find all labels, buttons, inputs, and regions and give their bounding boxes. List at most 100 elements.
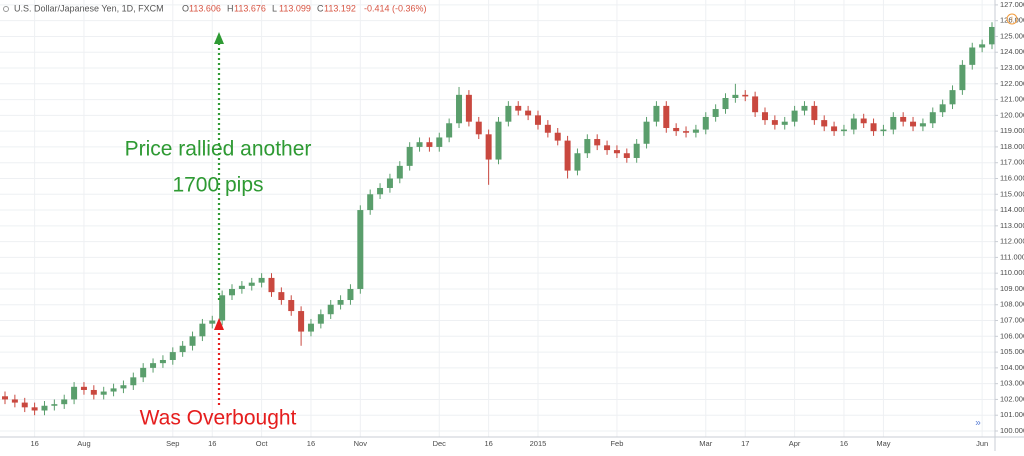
candle-body xyxy=(544,124,551,133)
candle-body xyxy=(446,123,453,138)
y-tick-label: 122.000 xyxy=(1000,79,1024,88)
candle-body xyxy=(150,363,157,368)
candle-body xyxy=(2,396,8,400)
ohlc-label: L xyxy=(272,3,277,13)
candle-body xyxy=(456,94,463,124)
x-tick-label: Aug xyxy=(77,439,90,448)
candle-body xyxy=(890,116,897,130)
candle-body xyxy=(613,150,620,154)
candle-body xyxy=(21,402,28,408)
candle-body xyxy=(554,132,561,141)
y-tick-label: 123.000 xyxy=(1000,63,1024,72)
candle-body xyxy=(80,386,87,390)
y-tick-label: 127.000 xyxy=(1000,0,1024,9)
candle-body xyxy=(367,194,374,211)
y-tick-label: 126.000 xyxy=(1000,16,1024,25)
y-tick-label: 118.000 xyxy=(1000,142,1024,151)
y-tick-label: 109.000 xyxy=(1000,284,1024,293)
y-tick-label: 117.000 xyxy=(1000,158,1024,167)
candle-body xyxy=(525,110,532,116)
candle-body xyxy=(791,110,798,122)
ohlc-label: O xyxy=(182,3,189,13)
candle-body xyxy=(821,120,828,127)
ohlc-label: H xyxy=(227,3,234,13)
legend-header: U.S. Dollar/Japanese Yen, 1D, FXCM O 113.… xyxy=(3,3,427,13)
y-tick-label: 110.000 xyxy=(1000,268,1024,277)
candle-body xyxy=(910,121,917,127)
y-tick-label: 114.000 xyxy=(1000,205,1024,214)
candle-body xyxy=(643,121,650,144)
candle-body xyxy=(100,391,107,395)
y-tick-label: 101.000 xyxy=(1000,410,1024,419)
candle-body xyxy=(357,210,364,289)
candle-body xyxy=(327,304,334,315)
y-tick-label: 103.000 xyxy=(1000,379,1024,388)
candle-body xyxy=(564,140,571,171)
symbol-title: U.S. Dollar/Japanese Yen, 1D, FXCM xyxy=(14,3,164,13)
candle-body xyxy=(880,129,887,132)
y-tick-label: 106.000 xyxy=(1000,331,1024,340)
candle-body xyxy=(61,399,68,405)
candle-body xyxy=(505,105,512,122)
x-tick-label: Apr xyxy=(789,439,801,448)
candle-body xyxy=(159,359,166,364)
candle-body xyxy=(258,277,265,283)
candle-body xyxy=(51,404,58,406)
candle-body xyxy=(742,94,749,97)
rally-arrowhead xyxy=(214,32,224,44)
candle-body xyxy=(248,282,255,286)
x-tick-label: Sep xyxy=(166,439,179,448)
annotations: Price rallied another 1700 pips Was Overbo… xyxy=(125,138,312,430)
candle-body xyxy=(979,44,986,48)
candle-body xyxy=(465,94,472,122)
x-tick-label: 16 xyxy=(484,439,492,448)
candle-body xyxy=(347,288,354,301)
candle-body xyxy=(594,139,601,146)
candle-body xyxy=(831,126,838,132)
candle-body xyxy=(702,116,709,130)
candle-body xyxy=(396,165,403,179)
candle-body xyxy=(426,142,433,147)
candle-body xyxy=(110,388,117,392)
y-tick-label: 115.000 xyxy=(1000,189,1024,198)
candle-body xyxy=(495,121,502,160)
candle-body xyxy=(140,367,147,378)
candle-body xyxy=(900,116,907,122)
candle-body xyxy=(278,292,285,301)
x-tick-label: 2015 xyxy=(530,439,547,448)
candle-body xyxy=(485,134,492,160)
candle-body xyxy=(969,47,976,65)
candle-body xyxy=(189,336,196,346)
candle-body xyxy=(840,129,847,132)
x-tick-label: 16 xyxy=(208,439,216,448)
visibility-icon[interactable] xyxy=(3,6,9,12)
candle-body xyxy=(130,377,137,386)
y-tick-label: 111.000 xyxy=(1000,252,1024,261)
alert-icon-mark: ! xyxy=(1011,16,1013,23)
candle-body xyxy=(929,112,936,124)
x-tick-label: Oct xyxy=(256,439,269,448)
candle-body xyxy=(683,131,690,133)
y-tick-label: 124.000 xyxy=(1000,47,1024,56)
candle-body xyxy=(781,121,788,125)
candle-body xyxy=(377,187,384,195)
candle-body xyxy=(623,153,630,158)
annotation-text: Was Overbought xyxy=(140,407,297,430)
x-tick-label: 17 xyxy=(741,439,749,448)
scroll-to-end-button[interactable]: » xyxy=(975,418,981,429)
alert-icon[interactable] xyxy=(1006,13,1018,25)
y-tick-label: 120.000 xyxy=(1000,110,1024,119)
candle-body xyxy=(919,123,926,127)
y-tick-label: 104.000 xyxy=(1000,363,1024,372)
candle-body xyxy=(199,323,206,337)
candle-body xyxy=(673,127,680,132)
candle-body xyxy=(584,139,591,154)
axes: 100.000 101.000 102.000 103.000 104.000 105.0… xyxy=(30,0,1024,448)
candle-body xyxy=(11,399,18,403)
candle-body xyxy=(534,115,541,125)
candle-body xyxy=(406,146,413,166)
candle-body xyxy=(604,145,611,151)
candle-body xyxy=(120,385,127,389)
y-tick-label: 119.000 xyxy=(1000,126,1024,135)
